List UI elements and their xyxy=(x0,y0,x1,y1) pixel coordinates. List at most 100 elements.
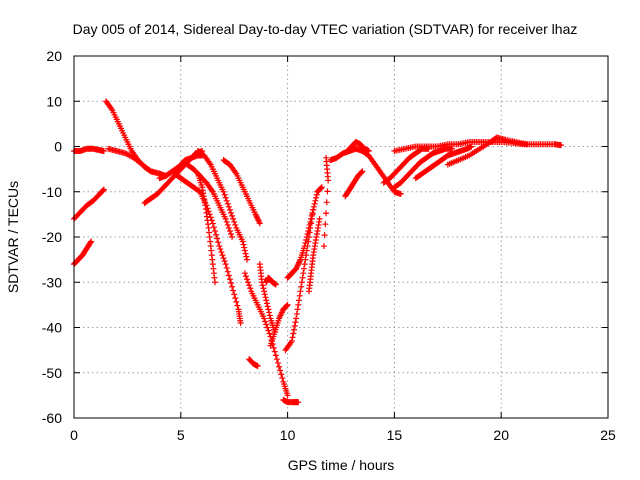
data-point xyxy=(291,322,298,329)
data-point xyxy=(292,319,299,326)
data-point xyxy=(241,244,248,251)
data-point xyxy=(219,252,226,259)
data-point xyxy=(284,301,291,308)
data-point xyxy=(224,221,231,228)
data-point xyxy=(558,142,565,149)
data-point xyxy=(195,187,202,194)
data-point xyxy=(247,285,254,292)
x-axis-label: GPS time / hours xyxy=(288,457,395,473)
data-point xyxy=(261,288,268,295)
data-point xyxy=(211,279,218,286)
data-point xyxy=(242,273,249,280)
x-tick-label: 20 xyxy=(493,427,509,443)
data-point xyxy=(358,169,365,176)
data-point xyxy=(261,315,268,322)
series-arc-30 xyxy=(444,134,530,168)
data-point xyxy=(323,210,330,217)
data-point xyxy=(302,240,309,247)
series-arc-18 xyxy=(280,396,302,406)
data-point xyxy=(318,184,325,191)
data-point xyxy=(274,359,281,366)
x-tick-label: 5 xyxy=(177,427,185,443)
data-point xyxy=(295,399,302,406)
data-point xyxy=(259,282,266,289)
series-arc-12 xyxy=(220,157,263,227)
data-point xyxy=(295,297,302,304)
data-point xyxy=(229,234,236,240)
y-axis-label: SDTVAR / TECUs xyxy=(5,181,21,293)
data-point xyxy=(289,334,296,341)
data-point xyxy=(237,319,244,326)
ticks-layer: 0 5 10 15 20 25 -60 -50 -40 -30 -20 -10 0 10 20 xyxy=(42,48,616,443)
data-point xyxy=(322,221,329,228)
data-point xyxy=(276,363,283,370)
data-point xyxy=(300,270,307,277)
data-point xyxy=(256,220,263,227)
data-point xyxy=(283,302,290,309)
data-point xyxy=(222,261,229,268)
data-point xyxy=(244,256,251,263)
series-arc-08 xyxy=(194,148,251,263)
data-point xyxy=(221,258,228,265)
data-point xyxy=(397,191,404,198)
series-arc-25 xyxy=(344,138,372,155)
data-point xyxy=(323,199,330,206)
data-point xyxy=(210,224,217,231)
data-point xyxy=(226,276,233,283)
data-point xyxy=(265,327,272,334)
points-layer xyxy=(71,98,565,406)
series-arc-26 xyxy=(380,145,432,186)
data-point xyxy=(227,280,234,287)
data-point xyxy=(308,215,315,222)
data-point xyxy=(231,218,238,225)
data-point xyxy=(100,187,107,194)
data-point xyxy=(271,348,278,355)
data-point xyxy=(262,318,269,325)
data-point xyxy=(270,344,277,351)
data-point xyxy=(311,200,318,207)
data-point xyxy=(320,243,327,250)
data-point xyxy=(244,276,251,283)
data-point xyxy=(313,191,320,198)
x-tick-label: 25 xyxy=(600,427,616,443)
series-arc-17 xyxy=(267,301,291,349)
x-tick-label: 15 xyxy=(387,427,403,443)
series-arc-11 xyxy=(194,170,218,286)
data-point xyxy=(246,282,253,289)
data-point xyxy=(299,274,306,281)
y-tick-label: 10 xyxy=(46,93,62,109)
data-point xyxy=(262,294,269,301)
data-point xyxy=(284,392,291,399)
data-point xyxy=(239,238,246,245)
data-point xyxy=(305,224,312,231)
data-point xyxy=(301,261,308,268)
data-point xyxy=(225,272,232,279)
data-point xyxy=(307,218,314,225)
data-point xyxy=(221,191,228,198)
data-point xyxy=(290,330,297,337)
data-point xyxy=(449,145,456,152)
data-point xyxy=(226,227,233,234)
y-tick-label: -60 xyxy=(42,410,62,426)
y-tick-label: 0 xyxy=(54,139,62,155)
data-point xyxy=(227,230,234,237)
data-point xyxy=(264,303,271,310)
data-point xyxy=(100,148,107,155)
data-point xyxy=(293,310,300,317)
data-point xyxy=(211,227,218,234)
data-point xyxy=(293,315,300,322)
data-point xyxy=(220,188,227,195)
data-point xyxy=(365,148,372,155)
data-point xyxy=(266,312,273,319)
data-point xyxy=(324,188,331,195)
data-point xyxy=(224,200,231,207)
data-point xyxy=(223,218,230,225)
data-point xyxy=(288,338,295,345)
data-point xyxy=(266,309,273,316)
data-point xyxy=(220,255,227,262)
data-point xyxy=(225,224,232,231)
data-point xyxy=(218,249,225,256)
data-point xyxy=(279,375,286,382)
